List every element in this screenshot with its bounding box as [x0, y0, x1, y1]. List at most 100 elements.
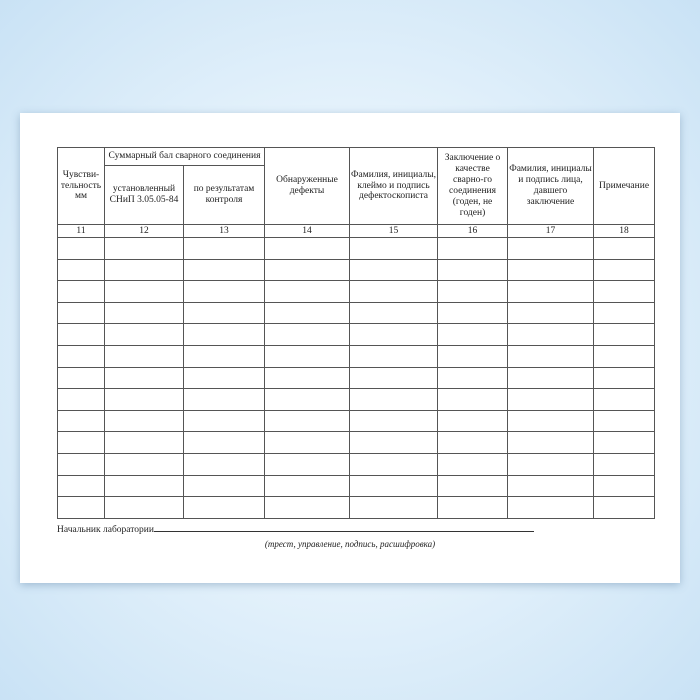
table-cell[interactable] — [264, 452, 351, 476]
table-cell[interactable] — [182, 366, 266, 390]
table-cell[interactable] — [104, 323, 184, 346]
table-cell[interactable] — [264, 344, 351, 368]
table-cell[interactable] — [507, 258, 595, 282]
table-cell[interactable] — [593, 388, 656, 411]
table-cell[interactable] — [104, 388, 184, 411]
table-cell[interactable] — [104, 237, 184, 260]
table-cell[interactable] — [507, 301, 595, 325]
table-cell[interactable] — [104, 409, 184, 433]
table-cell[interactable] — [507, 388, 595, 411]
table-cell[interactable] — [264, 280, 351, 303]
table-cell[interactable] — [507, 280, 595, 303]
table-cell[interactable] — [593, 301, 656, 325]
table-cell[interactable] — [437, 237, 509, 260]
table-cell[interactable] — [182, 452, 266, 476]
table-cell[interactable] — [57, 258, 105, 282]
table-cell[interactable] — [104, 474, 184, 498]
table-cell[interactable] — [593, 431, 656, 454]
table-cell[interactable] — [593, 409, 656, 433]
table-cell[interactable] — [349, 280, 439, 303]
table-cell[interactable] — [264, 388, 351, 411]
table-cell[interactable] — [593, 280, 656, 303]
table-cell[interactable] — [349, 237, 439, 260]
table-cell[interactable] — [57, 496, 105, 519]
table-cell[interactable] — [57, 474, 105, 498]
table-cell[interactable] — [349, 344, 439, 368]
table-cell[interactable] — [507, 452, 595, 476]
table-cell[interactable] — [593, 452, 656, 476]
table-cell[interactable] — [104, 452, 184, 476]
table-cell[interactable] — [437, 280, 509, 303]
table-cell[interactable] — [182, 323, 266, 346]
table-cell[interactable] — [437, 452, 509, 476]
table-cell[interactable] — [349, 258, 439, 282]
table-cell[interactable] — [104, 258, 184, 282]
table-cell[interactable] — [349, 323, 439, 346]
table-cell[interactable] — [264, 409, 351, 433]
table-cell[interactable] — [57, 280, 105, 303]
table-cell[interactable] — [349, 388, 439, 411]
table-cell[interactable] — [349, 452, 439, 476]
table-cell[interactable] — [349, 366, 439, 390]
table-cell[interactable] — [437, 388, 509, 411]
table-cell[interactable] — [57, 452, 105, 476]
table-cell[interactable] — [507, 237, 595, 260]
table-cell[interactable] — [182, 409, 266, 433]
table-cell[interactable] — [593, 323, 656, 346]
table-cell[interactable] — [437, 258, 509, 282]
table-cell[interactable] — [57, 344, 105, 368]
table-cell[interactable] — [349, 431, 439, 454]
table-cell[interactable] — [507, 323, 595, 346]
table-cell[interactable] — [593, 237, 656, 260]
table-cell[interactable] — [182, 474, 266, 498]
table-cell[interactable] — [104, 431, 184, 454]
table-cell[interactable] — [593, 258, 656, 282]
table-cell[interactable] — [264, 366, 351, 390]
table-cell[interactable] — [507, 474, 595, 498]
table-cell[interactable] — [437, 496, 509, 519]
table-cell[interactable] — [437, 409, 509, 433]
table-cell[interactable] — [57, 301, 105, 325]
table-cell[interactable] — [57, 366, 105, 390]
table-cell[interactable] — [104, 280, 184, 303]
table-cell[interactable] — [182, 237, 266, 260]
table-cell[interactable] — [507, 344, 595, 368]
table-cell[interactable] — [57, 388, 105, 411]
table-cell[interactable] — [349, 409, 439, 433]
table-cell[interactable] — [264, 496, 351, 519]
table-cell[interactable] — [104, 366, 184, 390]
table-cell[interactable] — [264, 301, 351, 325]
table-cell[interactable] — [264, 474, 351, 498]
table-cell[interactable] — [593, 474, 656, 498]
table-cell[interactable] — [349, 301, 439, 325]
table-cell[interactable] — [57, 431, 105, 454]
table-cell[interactable] — [437, 366, 509, 390]
table-cell[interactable] — [593, 366, 656, 390]
table-cell[interactable] — [437, 344, 509, 368]
table-cell[interactable] — [437, 323, 509, 346]
table-cell[interactable] — [507, 366, 595, 390]
table-cell[interactable] — [57, 323, 105, 346]
table-cell[interactable] — [182, 301, 266, 325]
table-cell[interactable] — [182, 388, 266, 411]
signature-field[interactable] — [153, 522, 534, 532]
table-cell[interactable] — [437, 474, 509, 498]
table-cell[interactable] — [182, 280, 266, 303]
table-cell[interactable] — [264, 323, 351, 346]
table-cell[interactable] — [182, 431, 266, 454]
table-cell[interactable] — [104, 344, 184, 368]
table-cell[interactable] — [104, 301, 184, 325]
table-cell[interactable] — [182, 496, 266, 519]
table-cell[interactable] — [349, 496, 439, 519]
table-cell[interactable] — [437, 301, 509, 325]
table-cell[interactable] — [264, 258, 351, 282]
table-cell[interactable] — [264, 237, 351, 260]
table-cell[interactable] — [57, 237, 105, 260]
table-cell[interactable] — [593, 344, 656, 368]
table-cell[interactable] — [593, 496, 656, 519]
table-cell[interactable] — [507, 409, 595, 433]
table-cell[interactable] — [182, 344, 266, 368]
table-cell[interactable] — [264, 431, 351, 454]
table-cell[interactable] — [349, 474, 439, 498]
table-cell[interactable] — [437, 431, 509, 454]
